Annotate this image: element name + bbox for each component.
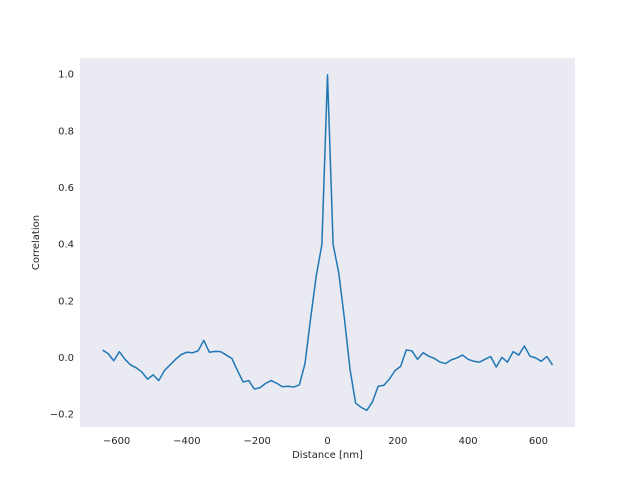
- y-tick-label: 0.8: [58, 126, 74, 137]
- x-tick-label: −200: [243, 436, 270, 447]
- x-tick-label: 600: [529, 436, 548, 447]
- x-tick-label: −400: [173, 436, 200, 447]
- x-tick-label: −600: [103, 436, 130, 447]
- y-tick-label: 0.2: [58, 296, 74, 307]
- x-axis-label: Distance [nm]: [292, 450, 363, 461]
- y-axis-label: Correlation: [31, 215, 42, 270]
- plot-area: [80, 58, 575, 427]
- y-tick-label: 0.6: [58, 183, 74, 194]
- y-tick-label: −0.2: [50, 410, 74, 421]
- y-tick-label: 1.0: [58, 70, 74, 81]
- y-tick-label: 0.0: [58, 353, 74, 364]
- x-tick-label: 400: [459, 436, 478, 447]
- y-tick-label: 0.4: [58, 240, 74, 251]
- x-tick-label: 0: [324, 436, 330, 447]
- x-tick-label: 200: [388, 436, 407, 447]
- data-line: [102, 73, 554, 412]
